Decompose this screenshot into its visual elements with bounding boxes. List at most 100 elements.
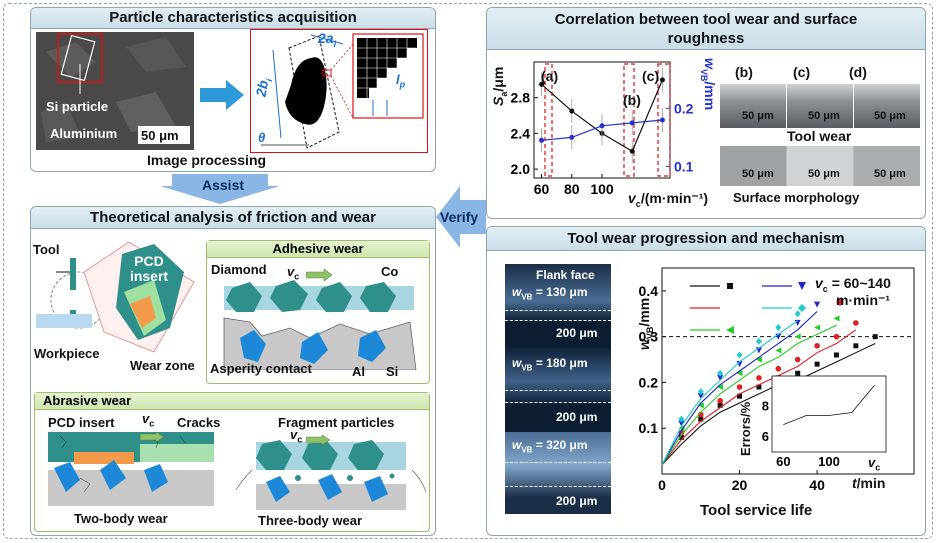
wear-y-tick-label: 0.3 bbox=[639, 329, 659, 345]
three-body-direction-arrow-icon bbox=[305, 432, 331, 450]
wear-legend-marker-2 bbox=[726, 326, 734, 334]
tool-label: Tool bbox=[33, 242, 60, 257]
wear-fit-curve-0 bbox=[661, 343, 876, 466]
adhesive-vc-label: vc bbox=[287, 264, 300, 282]
wear-plot-frame bbox=[661, 267, 915, 475]
cracks-label: Cracks bbox=[177, 415, 221, 430]
wear-fit-curve-2 bbox=[661, 324, 837, 466]
flank-face-micrographs bbox=[505, 264, 611, 514]
flank-face-label: Flank face bbox=[536, 268, 595, 282]
wvb-320-label: wVB = 320 μm bbox=[512, 438, 588, 455]
wvb-130-label: wVB = 130 μm bbox=[512, 285, 588, 302]
tool-wear-caption: Tool wear bbox=[787, 128, 852, 144]
wear-point-4 bbox=[755, 337, 762, 345]
wear-x-axis-label: t/min bbox=[852, 475, 886, 491]
wear-legend-marker-4 bbox=[798, 304, 806, 312]
theta-label: θ bbox=[258, 130, 266, 145]
inset-x-tick-label: 60 bbox=[776, 454, 790, 469]
corr-point-1 bbox=[569, 134, 575, 140]
wear-point-1 bbox=[775, 365, 782, 372]
process-arrow-icon bbox=[200, 80, 244, 115]
aluminium-label: Aluminium bbox=[50, 126, 118, 141]
wear-point-4 bbox=[794, 310, 801, 318]
wear-fit-curve-4 bbox=[661, 320, 799, 466]
wear-x-tick-label: 40 bbox=[809, 477, 825, 493]
corr-point-1 bbox=[539, 137, 545, 143]
wear-point-2 bbox=[833, 315, 840, 322]
corr-label-c: (c) bbox=[642, 68, 660, 84]
three-body-vc-label: vc bbox=[290, 427, 303, 445]
wvb-180-label: wVB = 180 μm bbox=[512, 356, 588, 373]
wear-y-tick-label: 0.2 bbox=[639, 374, 659, 390]
wear-legend-marker-3 bbox=[798, 282, 806, 290]
inset-x-label: vc bbox=[868, 455, 881, 473]
corr-y-tick-label: 2.0 bbox=[511, 161, 531, 177]
wear-point-1 bbox=[736, 384, 743, 390]
wear-point-1 bbox=[853, 320, 859, 326]
corr-left-axis-label: Sa/μm bbox=[490, 66, 509, 106]
corr-x-axis-label: vc/(m·min⁻¹) bbox=[628, 190, 709, 209]
wear-point-0 bbox=[717, 402, 723, 408]
assist-label: Assist bbox=[202, 177, 245, 193]
micro-scale-1: 200 μm bbox=[556, 326, 598, 340]
wear-legend-title: vc = 60~140 bbox=[815, 275, 891, 294]
abrasive-direction-arrow-icon bbox=[139, 429, 165, 447]
wear-point-1 bbox=[794, 356, 801, 363]
wear-fit-curve-1 bbox=[661, 329, 857, 466]
corr-point-0 bbox=[629, 148, 635, 154]
diamond-label: Diamond bbox=[211, 262, 267, 277]
wear-point-1 bbox=[717, 397, 723, 404]
wear-point-3 bbox=[678, 420, 685, 427]
si-particle-label: Si particle bbox=[46, 99, 109, 114]
abrasive-vc-label: vc bbox=[142, 411, 155, 429]
corr-point-1 bbox=[659, 117, 665, 123]
wear-point-2 bbox=[794, 333, 801, 340]
corr-right-axis-label: wVB/mm bbox=[699, 58, 718, 111]
wear-point-3 bbox=[697, 393, 704, 400]
wear-zone-label: Wear zone bbox=[130, 358, 195, 373]
wear-x-tick-label: 0 bbox=[658, 477, 666, 493]
wear-point-4 bbox=[717, 369, 724, 377]
wear-point-2 bbox=[697, 402, 704, 409]
verify-label: Verify bbox=[440, 209, 479, 225]
sem-scale-bar: 50 μm bbox=[141, 128, 179, 143]
three-body-wear-label: Three-body wear bbox=[258, 513, 363, 528]
wear-point-4 bbox=[678, 415, 685, 423]
micro-scale-2: 200 μm bbox=[556, 410, 598, 424]
wear-legend-marker-0 bbox=[727, 283, 733, 289]
sem-image bbox=[36, 32, 194, 150]
fragment-particles-label: Fragment particles bbox=[278, 415, 395, 430]
correlation-panel-title: Correlation between tool wear and surfac… bbox=[487, 8, 925, 50]
particle-panel-title: Particle characteristics acquisition bbox=[31, 8, 435, 29]
wear-fit-curve-3 bbox=[661, 311, 818, 466]
two-body-wear-diagram bbox=[40, 430, 220, 515]
adhesive-wear-diagram bbox=[210, 278, 426, 375]
wear-point-1 bbox=[814, 343, 820, 349]
wear-point-0 bbox=[737, 393, 743, 399]
particle-geometry-svg bbox=[261, 33, 424, 149]
micro-label-b: (b) bbox=[735, 64, 753, 80]
wear-point-0 bbox=[795, 370, 801, 376]
wear-point-4 bbox=[736, 351, 743, 359]
wear-point-0 bbox=[833, 352, 839, 358]
al-label: Al bbox=[352, 364, 365, 379]
corr-label-a: (a) bbox=[541, 68, 559, 84]
wear-point-0 bbox=[756, 384, 762, 390]
wear-point-2 bbox=[678, 425, 685, 432]
processed-particle-image bbox=[250, 29, 428, 153]
wear-point-1 bbox=[833, 333, 840, 340]
wear-point-2 bbox=[755, 356, 762, 363]
tool-service-life-caption: Tool service life bbox=[700, 502, 813, 519]
image-processing-caption: Image processing bbox=[147, 152, 267, 168]
wear-point-0 bbox=[698, 416, 704, 422]
wear-y-axis-label: wVB/mm bbox=[636, 297, 655, 350]
corr-point-0 bbox=[569, 108, 575, 114]
corr-y2-tick-label: 0.2 bbox=[674, 100, 694, 116]
tool-illustration bbox=[34, 232, 206, 387]
corr-highlight-box bbox=[544, 63, 553, 177]
workpiece-label: Workpiece bbox=[34, 346, 100, 361]
inset-y-tick-label: 6 bbox=[762, 429, 769, 444]
two-body-wear-label: Two-body wear bbox=[74, 511, 168, 526]
sem-texture bbox=[36, 32, 194, 150]
wear-progression-chart: 0 20 40 0.1 0.2 0.3 0.4 60 100 6 8 bbox=[639, 267, 915, 493]
